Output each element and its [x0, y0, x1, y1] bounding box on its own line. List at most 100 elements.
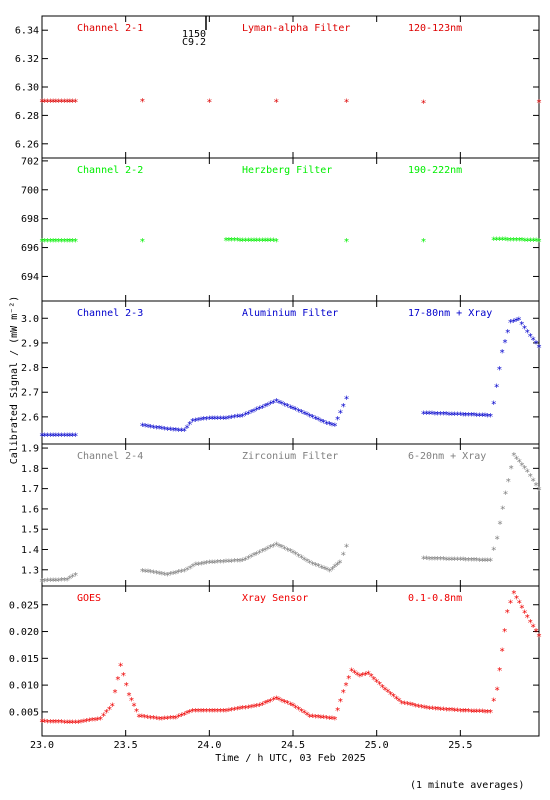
data-point: * — [337, 409, 343, 420]
data-point: * — [335, 415, 341, 426]
data-point: * — [231, 557, 237, 568]
data-point: * — [273, 98, 279, 109]
data-point: * — [257, 549, 263, 560]
data-point: * — [477, 708, 483, 719]
data-point: * — [296, 552, 302, 563]
data-point: * — [42, 98, 48, 109]
data-point: * — [50, 576, 56, 587]
data-point: * — [265, 544, 271, 555]
data-point: * — [78, 718, 84, 729]
y-tick-label: 0.020 — [9, 627, 39, 638]
data-point: * — [326, 420, 332, 431]
data-point: * — [120, 671, 126, 682]
panel-channel-label: GOES — [77, 593, 101, 604]
data-point: * — [505, 477, 511, 488]
data-point: * — [479, 556, 485, 567]
data-point: * — [494, 382, 500, 393]
data-point: * — [223, 558, 229, 569]
data-point: * — [293, 703, 299, 714]
data-point: * — [50, 718, 56, 729]
data-point: * — [455, 707, 461, 718]
data-point: * — [468, 556, 474, 567]
data-point: * — [502, 338, 508, 349]
series-2: ************* * ******************* * * *****… — [39, 235, 542, 247]
data-point: * — [220, 558, 226, 569]
data-point: * — [321, 418, 327, 429]
data-point: * — [332, 563, 338, 574]
data-point: * — [72, 571, 78, 582]
data-point: * — [443, 555, 449, 566]
data-point: * — [234, 705, 240, 716]
data-point: * — [516, 236, 522, 247]
data-point: * — [95, 715, 101, 726]
data-point: * — [178, 712, 184, 723]
data-point: * — [284, 699, 290, 710]
data-point: * — [390, 692, 396, 703]
series-5: ****************************************… — [39, 589, 542, 730]
data-point: * — [268, 400, 274, 411]
data-point: * — [427, 704, 433, 715]
data-point: * — [273, 540, 279, 551]
data-point: * — [351, 669, 357, 680]
data-point: * — [181, 567, 187, 578]
data-point: * — [42, 577, 48, 588]
data-point: * — [426, 410, 432, 421]
data-point: * — [170, 570, 176, 581]
data-point: * — [315, 713, 321, 724]
flare-marker-label: C9.2 — [182, 37, 206, 48]
data-point: * — [72, 432, 78, 443]
data-point: * — [248, 703, 254, 714]
data-point: * — [223, 707, 229, 718]
data-point: * — [268, 237, 274, 248]
data-point: * — [190, 562, 196, 573]
data-point: * — [468, 707, 474, 718]
data-point: * — [482, 556, 488, 567]
data-point: * — [508, 598, 514, 609]
data-point: * — [474, 411, 480, 422]
panel-frame — [41, 585, 540, 737]
data-point: * — [195, 416, 201, 427]
data-point: * — [72, 719, 78, 730]
data-point: * — [173, 426, 179, 437]
data-point: * — [72, 237, 78, 248]
x-tick-label: 23.5 — [114, 740, 138, 751]
data-point: * — [393, 694, 399, 705]
data-point: * — [192, 416, 198, 427]
data-point: * — [181, 710, 187, 721]
data-point: * — [53, 98, 59, 109]
data-point: * — [287, 547, 293, 558]
data-point: * — [248, 553, 254, 564]
data-point: * — [187, 420, 193, 431]
x-tick-label: 24.5 — [281, 740, 305, 751]
data-point: * — [170, 714, 176, 725]
data-point: * — [516, 458, 522, 469]
data-point: * — [304, 557, 310, 568]
data-point: * — [198, 416, 204, 427]
panel-filter-label: Lyman-alpha Filter — [242, 23, 350, 34]
data-point: * — [164, 425, 170, 436]
y-tick-label: 696 — [21, 243, 39, 254]
data-point: * — [466, 556, 472, 567]
data-point: * — [496, 365, 502, 376]
data-point: * — [59, 718, 65, 729]
data-point: * — [533, 237, 539, 248]
data-point: * — [176, 426, 182, 437]
data-point: * — [290, 404, 296, 415]
data-point: * — [519, 461, 525, 472]
panel-channel-label: Channel 2-4 — [77, 451, 143, 462]
data-point: * — [115, 675, 121, 686]
data-point: * — [162, 425, 168, 436]
panel-frame — [41, 15, 540, 159]
data-point: * — [304, 710, 310, 721]
data-point: * — [399, 699, 405, 710]
data-point: * — [527, 618, 533, 629]
data-point: * — [59, 432, 65, 443]
data-point: * — [536, 343, 542, 354]
data-point: * — [251, 702, 257, 713]
data-point: * — [536, 486, 542, 497]
data-point: * — [70, 98, 76, 109]
data-point: * — [452, 410, 458, 421]
data-point: * — [145, 568, 151, 579]
data-point: * — [103, 708, 109, 719]
